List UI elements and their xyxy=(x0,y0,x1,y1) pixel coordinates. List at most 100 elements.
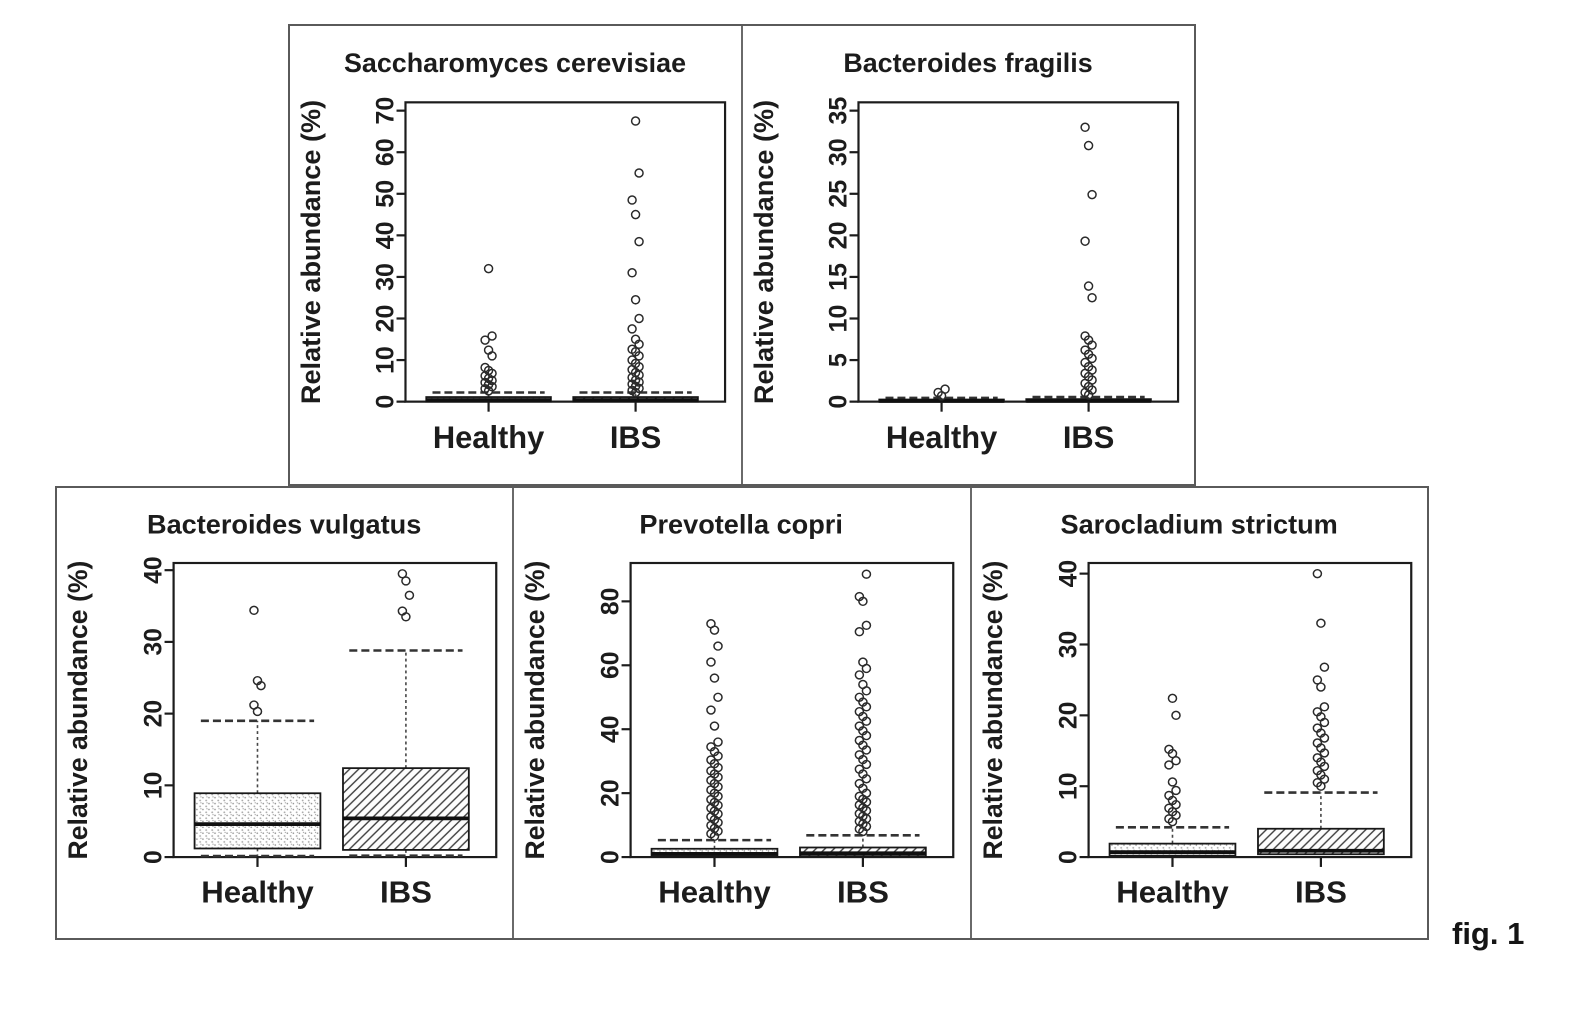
outlier-point xyxy=(480,335,490,345)
box-group-ibs xyxy=(342,569,470,857)
x-category-label: IBS xyxy=(837,875,889,910)
outlier-point xyxy=(858,679,869,690)
y-tick-label: 10 xyxy=(139,772,167,799)
outlier-point xyxy=(1163,744,1174,755)
outlier-point xyxy=(854,778,865,789)
outlier-point xyxy=(252,675,263,686)
outliers-healthy xyxy=(706,619,724,841)
outlier-point xyxy=(627,324,637,334)
outlier-point xyxy=(854,591,865,602)
y-tick-label: 5 xyxy=(825,353,853,367)
boxplot-svg-0: Saccharomyces cerevisiae Relative abundan… xyxy=(296,48,727,455)
y-tick-label: 40 xyxy=(372,221,400,249)
y-tick-label: 30 xyxy=(139,628,167,655)
y-tick-label: 40 xyxy=(597,716,625,743)
y-axis-label: Relative abundance (%) xyxy=(63,561,93,860)
box-group-ibs xyxy=(799,569,928,858)
outliers-ibs xyxy=(627,116,644,398)
outliers-ibs xyxy=(854,569,872,837)
outlier-point xyxy=(630,209,641,220)
y-tick-label: 60 xyxy=(597,652,625,679)
outlier-point xyxy=(487,331,497,341)
outlier-point xyxy=(627,344,637,355)
outlier-point xyxy=(1080,122,1090,133)
y-tick-label: 40 xyxy=(1054,560,1082,587)
y-tick-label: 35 xyxy=(825,97,853,125)
outlier-point xyxy=(1080,331,1090,341)
y-tick-label: 0 xyxy=(825,395,853,409)
outlier-point xyxy=(854,750,865,760)
outlier-point xyxy=(630,116,641,126)
outlier-point xyxy=(480,362,490,373)
y-tick-label: 20 xyxy=(372,305,400,333)
x-category-label: Healthy xyxy=(1116,875,1229,910)
y-tick-label: 80 xyxy=(597,588,625,615)
y-tick-label: 10 xyxy=(372,346,400,374)
outlier-point xyxy=(706,705,717,715)
outlier-point xyxy=(401,576,411,586)
outlier-point xyxy=(1170,710,1181,721)
panel-saccharomyces-cerevisiae: Saccharomyces cerevisiae Relative abundan… xyxy=(290,26,741,484)
outlier-point xyxy=(397,606,408,616)
outlier-point xyxy=(1080,236,1090,246)
outlier-point xyxy=(483,263,494,274)
y-axis-label: Relative abundance (%) xyxy=(296,100,326,404)
outliers-ibs xyxy=(397,569,415,622)
panel-bacteroides-vulgatus: Bacteroides vulgatus Relative abundance (… xyxy=(57,488,512,938)
outlier-point xyxy=(1312,675,1322,685)
outlier-point xyxy=(634,168,644,178)
outlier-point xyxy=(861,569,872,579)
x-category-label: IBS xyxy=(610,420,661,455)
y-tick-label: 20 xyxy=(139,700,167,727)
panel-title: Bacteroides vulgatus xyxy=(147,510,421,540)
box-hatch xyxy=(342,767,470,851)
top-panel-group: Saccharomyces cerevisiae Relative abundan… xyxy=(288,24,1196,486)
x-category-label: IBS xyxy=(380,875,432,910)
outlier-point xyxy=(1083,281,1094,291)
outlier-point xyxy=(854,627,865,637)
plot-frame xyxy=(1087,561,1413,859)
outlier-point xyxy=(706,619,717,629)
y-tick-label: 10 xyxy=(825,305,853,333)
y-tick-label: 60 xyxy=(372,138,400,166)
y-tick-label: 50 xyxy=(372,180,400,208)
outliers-healthy xyxy=(933,384,950,401)
outlier-point xyxy=(854,692,865,702)
panel-bacteroides-fragilis: Bacteroides fragilis Relative abundance (… xyxy=(741,26,1194,484)
boxplot-svg-2: Bacteroides vulgatus Relative abundance (… xyxy=(63,510,498,910)
box-group-healthy xyxy=(878,384,1005,403)
x-category-label: Healthy xyxy=(659,875,772,910)
outlier-point xyxy=(713,737,724,747)
outlier-point xyxy=(706,755,717,765)
y-tick-label: 0 xyxy=(372,395,400,409)
box-group-healthy xyxy=(193,605,322,858)
y-tick-label: 30 xyxy=(825,138,853,166)
outlier-point xyxy=(1080,345,1090,355)
panel-title: Sarocladium strictum xyxy=(1060,510,1337,540)
outlier-point xyxy=(713,641,724,651)
outlier-point xyxy=(1167,777,1177,787)
y-tick-label: 25 xyxy=(825,180,853,208)
outlier-point xyxy=(249,605,259,616)
outlier-point xyxy=(1087,292,1097,303)
y-tick-label: 15 xyxy=(825,263,853,291)
outlier-point xyxy=(630,295,641,305)
outlier-point xyxy=(940,384,950,394)
outlier-point xyxy=(249,700,259,710)
outlier-point xyxy=(1163,760,1174,770)
panel-title: Bacteroides fragilis xyxy=(843,48,1092,78)
box-group-ibs xyxy=(1025,122,1152,403)
y-tick-label: 0 xyxy=(1054,850,1082,864)
y-tick-label: 30 xyxy=(372,263,400,291)
outlier-point xyxy=(1080,357,1090,368)
y-tick-label: 30 xyxy=(1054,631,1082,658)
outlier-point xyxy=(627,355,637,365)
outlier-point xyxy=(1312,738,1322,748)
outlier-point xyxy=(634,236,644,247)
box-stipple xyxy=(193,792,322,850)
plot-frame xyxy=(172,561,498,859)
y-tick-label: 20 xyxy=(597,779,625,806)
y-tick-label: 70 xyxy=(372,97,400,125)
plot-frame xyxy=(404,101,727,403)
